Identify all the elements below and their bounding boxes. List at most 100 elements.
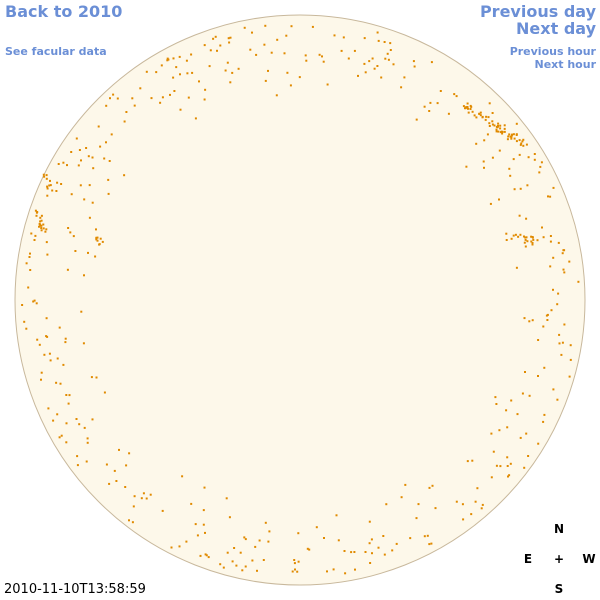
facula [481, 115, 484, 118]
facula [512, 133, 515, 136]
next-hour-link[interactable]: Next hour [534, 58, 597, 71]
facula [241, 569, 244, 572]
facula [439, 90, 442, 92]
facula [289, 84, 292, 87]
facula [512, 158, 515, 161]
facula [528, 394, 531, 397]
facula [132, 505, 135, 508]
facula [508, 167, 511, 170]
facula [376, 31, 379, 34]
facula [519, 233, 522, 236]
facula [39, 216, 42, 219]
previous-day-link[interactable]: Previous day [479, 2, 596, 21]
facula [492, 450, 495, 453]
facula [308, 548, 311, 551]
facula [76, 464, 79, 467]
facula [363, 62, 366, 65]
facula [496, 125, 499, 128]
facula [395, 542, 398, 545]
facula [194, 523, 197, 526]
facula [368, 542, 371, 545]
facula [113, 469, 116, 472]
facula [373, 67, 376, 70]
facula [524, 371, 526, 373]
facula [95, 238, 98, 241]
facula [225, 497, 228, 500]
facula [112, 93, 115, 96]
facula [561, 341, 564, 344]
facula [500, 130, 503, 133]
compass-south: S [554, 582, 564, 596]
facula [510, 399, 513, 402]
facula [256, 569, 258, 572]
back-link[interactable]: Back to 2010 [5, 2, 123, 21]
facula [509, 174, 512, 177]
facula [428, 486, 431, 489]
facula [519, 143, 522, 146]
facula [76, 455, 79, 458]
facula [264, 24, 267, 27]
facula [99, 237, 102, 240]
facula [198, 80, 200, 83]
facula [29, 252, 31, 255]
facula [283, 52, 286, 55]
facula [239, 551, 242, 554]
facula [185, 59, 188, 62]
facula [542, 325, 545, 328]
facula [70, 151, 73, 153]
facula [297, 560, 300, 563]
facula [67, 402, 70, 405]
facula [522, 144, 525, 147]
facula [21, 304, 24, 306]
facula [178, 545, 181, 548]
facula [190, 502, 193, 505]
facula [95, 376, 98, 379]
facula [262, 559, 265, 561]
facula [44, 230, 47, 233]
facula [392, 63, 395, 66]
facula [243, 26, 246, 29]
facula [222, 566, 225, 569]
facula [515, 140, 518, 143]
facula [46, 187, 49, 190]
facula [505, 409, 508, 412]
facula [145, 497, 148, 500]
previous-hour-link[interactable]: Previous hour [509, 45, 596, 58]
facula [318, 53, 321, 56]
facular-data-link[interactable]: See facular data [5, 45, 107, 58]
facula [228, 41, 231, 44]
facula [524, 238, 527, 241]
facula [83, 426, 86, 429]
facula [549, 195, 552, 198]
facula [498, 149, 501, 152]
facula [191, 71, 194, 74]
facula [42, 173, 45, 176]
facula [549, 235, 552, 237]
facula [298, 76, 301, 79]
next-day-link[interactable]: Next day [516, 19, 596, 38]
facula [75, 418, 78, 420]
facula [489, 202, 492, 205]
facula [563, 323, 566, 326]
facula [249, 48, 252, 51]
facula [194, 117, 197, 120]
facula [52, 419, 55, 422]
facula [495, 403, 498, 405]
facula [40, 214, 43, 217]
facula [150, 97, 153, 100]
facula [526, 240, 529, 243]
facula [46, 253, 49, 256]
facula [297, 532, 300, 535]
facula [105, 104, 108, 107]
facula [568, 260, 571, 263]
compass-center: + [553, 552, 565, 566]
facula [475, 142, 478, 145]
facula [326, 83, 329, 86]
facula [86, 437, 89, 440]
facula [429, 101, 432, 104]
facula [488, 122, 491, 125]
facula [568, 375, 571, 378]
facula [67, 227, 70, 229]
facula [537, 339, 540, 341]
